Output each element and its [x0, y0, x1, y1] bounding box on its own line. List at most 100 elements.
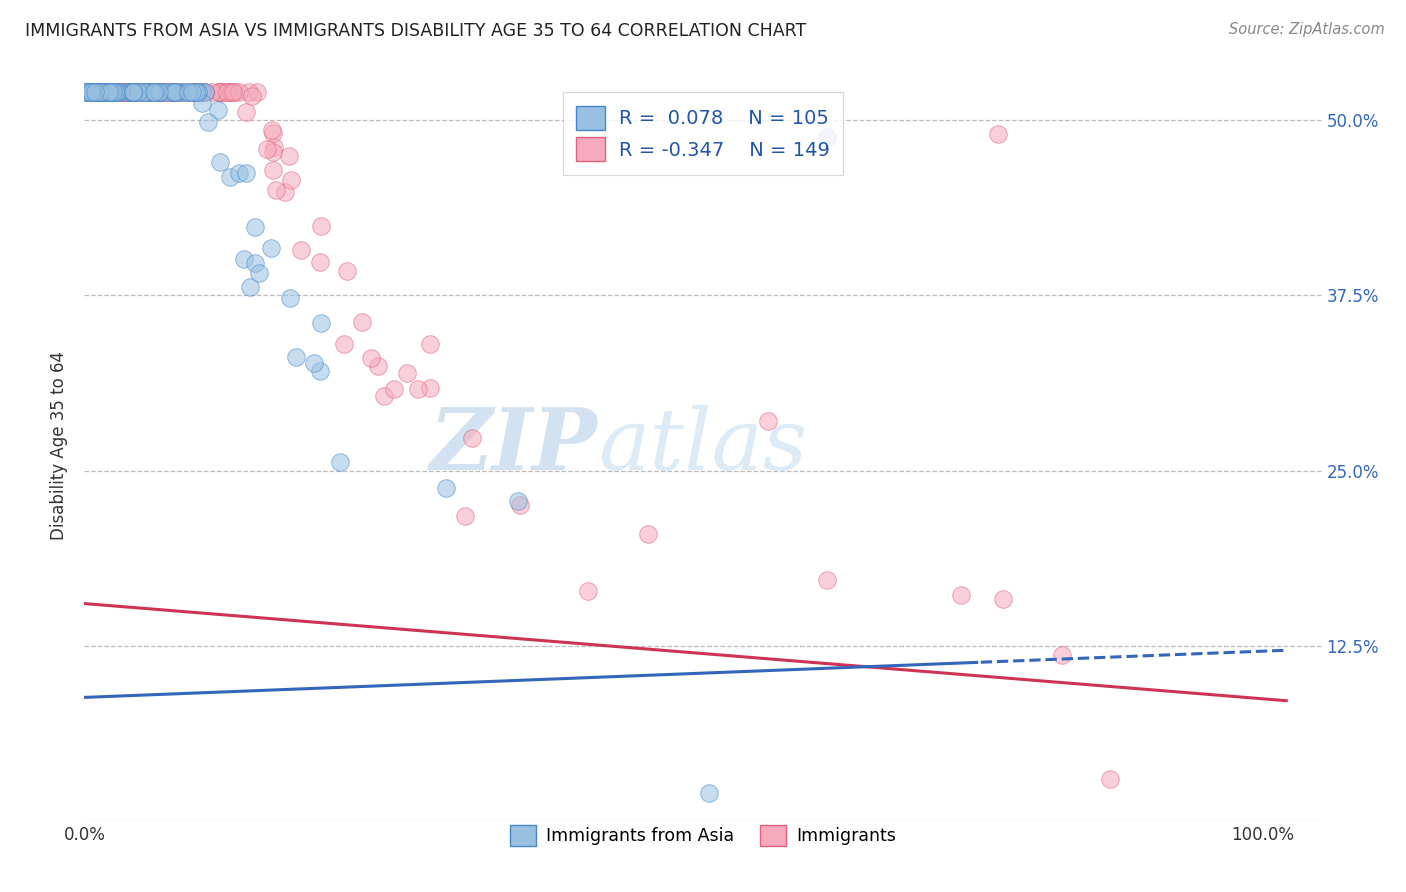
Point	[121, 86, 143, 100]
Point	[177, 86, 200, 100]
Point	[228, 86, 250, 100]
Point	[86, 86, 108, 100]
Point	[104, 86, 127, 100]
Point	[108, 86, 131, 100]
Point	[90, 86, 112, 100]
Point	[125, 86, 148, 100]
Point	[191, 95, 214, 110]
Point	[304, 356, 326, 370]
Point	[815, 130, 838, 145]
Point	[98, 86, 121, 100]
Point	[190, 86, 212, 100]
Point	[162, 86, 184, 100]
Point	[382, 382, 405, 396]
Point	[127, 86, 149, 100]
Point	[243, 220, 266, 235]
Point	[97, 86, 120, 100]
Point	[76, 86, 98, 100]
Point	[114, 86, 136, 100]
Point	[120, 86, 142, 100]
Point	[127, 86, 149, 100]
Point	[82, 86, 104, 100]
Point	[76, 86, 98, 100]
Point	[90, 86, 112, 100]
Point	[118, 86, 141, 100]
Point	[373, 389, 395, 403]
Point	[82, 86, 104, 100]
Point	[208, 86, 231, 100]
Point	[170, 86, 193, 100]
Point	[406, 382, 429, 396]
Point	[194, 86, 217, 100]
Point	[245, 86, 267, 100]
Point	[76, 86, 98, 100]
Point	[121, 86, 143, 100]
Point	[136, 86, 159, 100]
Point	[509, 498, 531, 512]
Point	[208, 86, 231, 100]
Point	[101, 86, 124, 100]
Point	[114, 86, 136, 100]
Point	[217, 86, 239, 100]
Point	[637, 527, 659, 541]
Point	[122, 86, 145, 100]
Point	[90, 86, 112, 100]
Point	[84, 86, 107, 100]
Point	[197, 115, 219, 129]
Point	[107, 86, 129, 100]
Point	[309, 364, 332, 378]
Point	[181, 86, 204, 100]
Point	[120, 86, 142, 100]
Point	[138, 86, 160, 100]
Point	[187, 86, 209, 100]
Point	[360, 351, 382, 366]
Point	[191, 86, 214, 100]
Point	[309, 219, 332, 233]
Point	[79, 86, 101, 100]
Point	[122, 86, 145, 100]
Point	[111, 86, 134, 100]
Text: atlas: atlas	[598, 405, 807, 487]
Point	[93, 86, 115, 100]
Point	[100, 86, 122, 100]
Point	[84, 86, 107, 100]
Point	[98, 86, 121, 100]
Point	[239, 280, 262, 294]
Point	[273, 185, 295, 199]
Point	[756, 415, 779, 429]
Point	[111, 86, 134, 100]
Point	[94, 86, 117, 100]
Point	[184, 86, 207, 100]
Point	[110, 86, 132, 100]
Point	[184, 86, 207, 100]
Point	[100, 86, 122, 100]
Point	[221, 86, 243, 100]
Point	[143, 86, 166, 100]
Point	[419, 380, 441, 394]
Point	[87, 86, 110, 100]
Point	[240, 89, 263, 103]
Point	[256, 141, 278, 155]
Point	[138, 86, 160, 100]
Point	[90, 86, 112, 100]
Point	[97, 86, 120, 100]
Point	[153, 86, 176, 100]
Point	[121, 86, 143, 100]
Point	[148, 86, 170, 100]
Point	[184, 86, 207, 100]
Point	[212, 86, 235, 100]
Point	[100, 86, 122, 100]
Point	[170, 86, 193, 100]
Point	[124, 86, 146, 100]
Point	[90, 86, 112, 100]
Y-axis label: Disability Age 35 to 64: Disability Age 35 to 64	[51, 351, 69, 541]
Legend: Immigrants from Asia, Immigrants: Immigrants from Asia, Immigrants	[502, 818, 904, 853]
Point	[118, 86, 141, 100]
Point	[107, 86, 129, 100]
Point	[163, 86, 186, 100]
Point	[993, 592, 1015, 607]
Point	[122, 86, 145, 100]
Point	[309, 316, 332, 330]
Point	[86, 86, 108, 100]
Point	[576, 584, 599, 599]
